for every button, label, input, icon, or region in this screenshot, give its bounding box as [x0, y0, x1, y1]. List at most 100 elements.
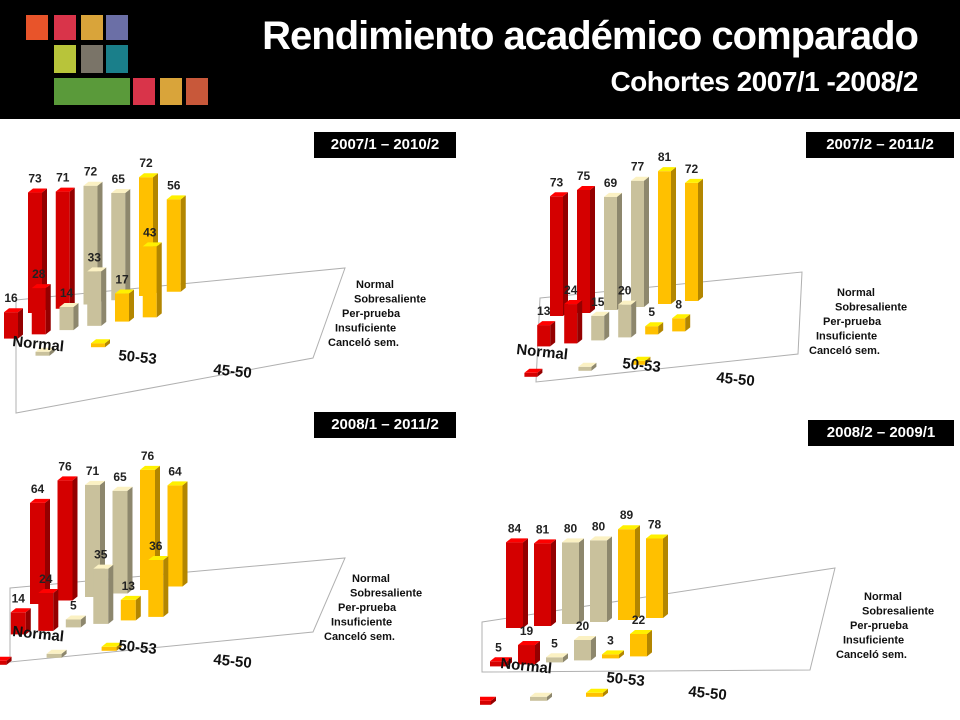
- data-label: 84: [508, 521, 522, 535]
- bar-sobresaliente-1: [112, 486, 133, 594]
- logo-square: [54, 15, 76, 40]
- period-label: 2007/2 – 2011/2: [806, 132, 954, 158]
- data-label: 73: [28, 172, 42, 186]
- bar-insuficiente-1: [93, 564, 114, 624]
- data-label: 28: [32, 267, 46, 281]
- bar-insuficiente-1: [574, 636, 596, 661]
- data-label: 3: [607, 633, 614, 647]
- series-label: Canceló sem.: [324, 631, 395, 643]
- bar-insuficiente-1: [618, 300, 637, 338]
- series-label: Insuficiente: [331, 617, 392, 629]
- bar-per-prueba-0: [10, 608, 31, 635]
- data-label: 43: [143, 225, 157, 239]
- data-label: 5: [70, 599, 77, 613]
- data-label: 19: [520, 624, 534, 638]
- logo-square: [54, 78, 130, 105]
- series-label: Sobresaliente: [354, 294, 426, 306]
- bar-normal-1: [562, 538, 584, 624]
- category-label: 45-50: [213, 651, 253, 672]
- series-label: Insuficiente: [816, 331, 877, 343]
- logo-square: [81, 45, 103, 73]
- bar-cancel-sem--0: [524, 368, 543, 377]
- bar-sobresaliente-0: [577, 186, 595, 313]
- data-label: 5: [495, 640, 502, 654]
- period-label: 2007/1 – 2010/2: [314, 132, 456, 158]
- bar-sobresaliente-0: [57, 476, 78, 601]
- bar-cancel-sem--0: [0, 656, 12, 665]
- bar-cancel-sem--2: [632, 356, 651, 365]
- bar-sobresaliente-2: [166, 195, 186, 292]
- bar-sobresaliente-0: [55, 187, 75, 309]
- bar-cancel-sem--1: [530, 692, 552, 701]
- logo-square: [106, 15, 128, 40]
- category-label: Normal: [500, 655, 553, 677]
- bar-sobresaliente-1: [631, 176, 649, 307]
- data-label: 20: [576, 619, 590, 633]
- logo-square: [186, 78, 208, 105]
- category-label: 45-50: [716, 369, 756, 390]
- data-label: 14: [60, 286, 74, 300]
- data-label: 80: [564, 521, 578, 535]
- chart-panel-2008-1: 64 76 71 65 76 64 14 24 5 35 13 36 Normal 50-53 45-50 N…: [0, 410, 480, 710]
- bar-per-prueba-0: [490, 657, 512, 667]
- chart-panel-2007-2: 73 75 69 77 81 72 13 24 15 20 5 8 Normal 50-53 45-50 No…: [480, 120, 960, 420]
- series-label: Insuficiente: [335, 323, 396, 335]
- data-label: 20: [618, 284, 632, 298]
- category-label: 50-53: [606, 669, 646, 690]
- bar-per-prueba-0: [4, 308, 23, 339]
- data-label: 13: [537, 304, 551, 318]
- logo-square: [106, 45, 128, 73]
- bar-normal-0: [550, 192, 568, 316]
- bar-chart-3d: 84 81 80 80 89 78 5 19 5 20 3 22 Normal 50-53 45-50 Nor…: [480, 508, 934, 705]
- category-label: 45-50: [688, 683, 728, 704]
- series-label: Sobresaliente: [835, 302, 907, 314]
- data-label: 35: [94, 548, 108, 562]
- bar-normal-0: [28, 188, 47, 313]
- data-label: 8: [675, 297, 682, 311]
- chart-panel-2007-1: 73 71 72 65 72 56 16 28 14 33 17 43 Normal 50-53 45-50…: [0, 120, 480, 420]
- logo-square: [133, 78, 155, 105]
- bar-insuficiente-2: [630, 629, 652, 657]
- bar-per-prueba-2: [645, 322, 664, 335]
- series-label: Normal: [356, 279, 394, 291]
- bar-insuficiente-0: [31, 284, 51, 335]
- data-label: 71: [86, 464, 100, 478]
- bar-cancel-sem--1: [35, 347, 55, 356]
- series-label: Per-prueba: [342, 308, 401, 320]
- series-label: Canceló sem.: [809, 345, 880, 357]
- series-label: Insuficiente: [843, 635, 904, 647]
- bar-sobresaliente-1: [111, 189, 131, 301]
- data-label: 5: [551, 636, 558, 650]
- bar-per-prueba-0: [537, 321, 556, 347]
- bar-normal-0: [30, 498, 50, 604]
- bar-chart-3d: 73 75 69 77 81 72 13 24 15 20 5 8 Normal 50-53 45-50 No…: [516, 150, 908, 390]
- data-label: 81: [536, 522, 550, 536]
- data-label: 64: [31, 482, 45, 496]
- chart-panel-2008-2: 84 81 80 80 89 78 5 19 5 20 3 22 Normal 50-53 45-50 Nor…: [480, 410, 960, 710]
- data-label: 5: [648, 305, 655, 319]
- series-label: Sobresaliente: [862, 606, 934, 618]
- bar-per-prueba-2: [115, 289, 134, 322]
- series-label: Per-prueba: [338, 602, 397, 614]
- bar-per-prueba-2: [602, 650, 624, 659]
- data-label: 24: [564, 283, 578, 297]
- chart-floor: [481, 567, 836, 673]
- bar-insuficiente-0: [518, 641, 540, 665]
- bar-per-prueba-2: [120, 595, 141, 621]
- category-label: Normal: [516, 341, 569, 363]
- data-label: 24: [39, 572, 53, 586]
- period-label: 2008/2 – 2009/1: [808, 420, 954, 446]
- category-label: Normal: [12, 333, 65, 355]
- bar-cancel-sem--2: [586, 688, 608, 697]
- category-label: 50-53: [118, 637, 158, 658]
- bar-sobresaliente-2: [685, 178, 703, 301]
- data-label: 13: [122, 579, 136, 593]
- data-label: 17: [115, 273, 129, 287]
- bar-normal-1: [604, 192, 622, 310]
- bar-cancel-sem--1: [46, 649, 67, 658]
- series-label: Per-prueba: [850, 620, 909, 632]
- bar-sobresaliente-2: [167, 481, 188, 587]
- page-subtitle: Cohortes 2007/1 -2008/2: [610, 66, 918, 97]
- bar-per-prueba-1: [546, 653, 568, 663]
- data-label: 64: [168, 464, 182, 478]
